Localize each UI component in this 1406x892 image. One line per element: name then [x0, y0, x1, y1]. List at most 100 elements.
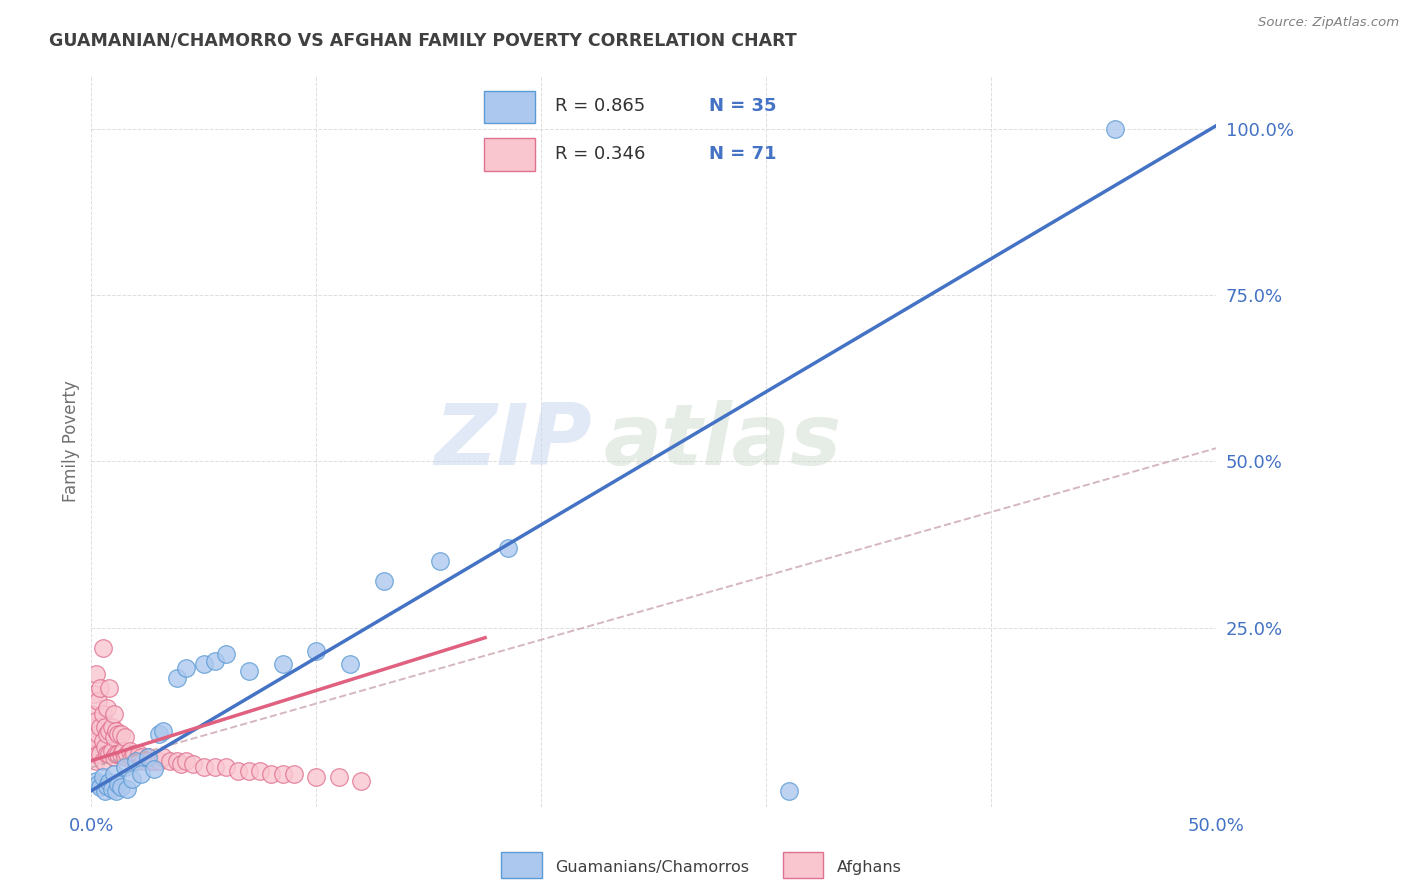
Point: [238, 764, 260, 778]
Point: [89, 747, 111, 761]
Point: [103, 731, 125, 745]
Point: [100, 721, 122, 735]
Point: [87, 727, 110, 741]
Point: [114, 731, 136, 745]
Point: [129, 767, 152, 781]
Point: [84, 714, 107, 728]
Point: [117, 747, 139, 761]
Point: [125, 754, 148, 768]
Point: [373, 574, 395, 589]
Point: [80, 707, 103, 722]
Point: [350, 773, 373, 788]
Text: atlas: atlas: [603, 400, 841, 483]
Point: [128, 747, 150, 761]
Point: [110, 747, 132, 761]
Point: [204, 654, 226, 668]
Point: [87, 747, 110, 761]
Point: [84, 754, 107, 768]
Point: [204, 760, 226, 774]
Point: [328, 770, 350, 784]
Point: [166, 754, 188, 768]
Point: [114, 750, 136, 764]
Point: [136, 750, 159, 764]
Point: [226, 764, 249, 778]
Point: [174, 660, 197, 674]
Point: [80, 733, 103, 747]
Point: [105, 723, 128, 738]
Point: [87, 777, 110, 791]
Point: [132, 754, 155, 768]
Text: N = 35: N = 35: [709, 97, 776, 115]
Point: [193, 760, 215, 774]
Point: [100, 781, 122, 796]
Text: Source: ZipAtlas.com: Source: ZipAtlas.com: [1258, 16, 1399, 29]
Point: [778, 783, 800, 797]
Point: [159, 754, 181, 768]
Point: [91, 733, 114, 747]
Point: [98, 681, 121, 695]
Point: [305, 644, 328, 658]
Point: [152, 750, 174, 764]
Point: [193, 657, 215, 672]
Point: [83, 747, 105, 761]
Point: [94, 740, 117, 755]
Point: [249, 764, 271, 778]
Point: [94, 721, 117, 735]
Text: ZIP: ZIP: [434, 400, 592, 483]
Point: [129, 750, 152, 764]
Point: [89, 780, 111, 795]
Text: Afghans: Afghans: [837, 861, 901, 875]
Point: [238, 664, 260, 678]
Point: [105, 783, 128, 797]
Point: [84, 773, 107, 788]
Point: [143, 754, 166, 768]
Point: [125, 754, 148, 768]
Text: GUAMANIAN/CHAMORRO VS AFGHAN FAMILY POVERTY CORRELATION CHART: GUAMANIAN/CHAMORRO VS AFGHAN FAMILY POVE…: [49, 31, 797, 49]
Point: [110, 780, 132, 795]
Point: [121, 750, 143, 764]
Point: [122, 747, 145, 761]
Text: N = 71: N = 71: [709, 145, 776, 163]
Point: [181, 757, 204, 772]
Point: [305, 770, 328, 784]
Point: [100, 744, 122, 758]
Point: [143, 762, 166, 776]
Point: [89, 721, 111, 735]
Point: [83, 721, 105, 735]
FancyBboxPatch shape: [484, 137, 536, 170]
Point: [107, 777, 129, 791]
Text: R = 0.346: R = 0.346: [555, 145, 645, 163]
Point: [1104, 122, 1126, 136]
Point: [103, 707, 125, 722]
Point: [96, 747, 118, 761]
Point: [91, 640, 114, 655]
Point: [105, 747, 128, 761]
Point: [136, 750, 159, 764]
FancyBboxPatch shape: [502, 853, 541, 878]
Point: [118, 744, 141, 758]
Point: [91, 754, 114, 768]
Y-axis label: Family Poverty: Family Poverty: [62, 381, 80, 502]
Point: [215, 760, 238, 774]
Point: [87, 694, 110, 708]
Point: [96, 779, 118, 793]
Point: [429, 554, 451, 568]
Point: [283, 767, 305, 781]
Point: [170, 757, 193, 772]
Point: [271, 767, 294, 781]
Point: [98, 723, 121, 738]
FancyBboxPatch shape: [484, 91, 536, 123]
FancyBboxPatch shape: [783, 853, 823, 878]
Point: [91, 707, 114, 722]
Point: [110, 727, 132, 741]
Point: [148, 754, 170, 768]
Text: R = 0.865: R = 0.865: [555, 97, 645, 115]
Point: [103, 750, 125, 764]
Point: [91, 770, 114, 784]
Point: [121, 772, 143, 787]
Point: [166, 671, 188, 685]
Point: [83, 687, 105, 701]
Text: Guamanians/Chamorros: Guamanians/Chamorros: [555, 861, 749, 875]
Point: [174, 754, 197, 768]
Point: [496, 541, 519, 555]
